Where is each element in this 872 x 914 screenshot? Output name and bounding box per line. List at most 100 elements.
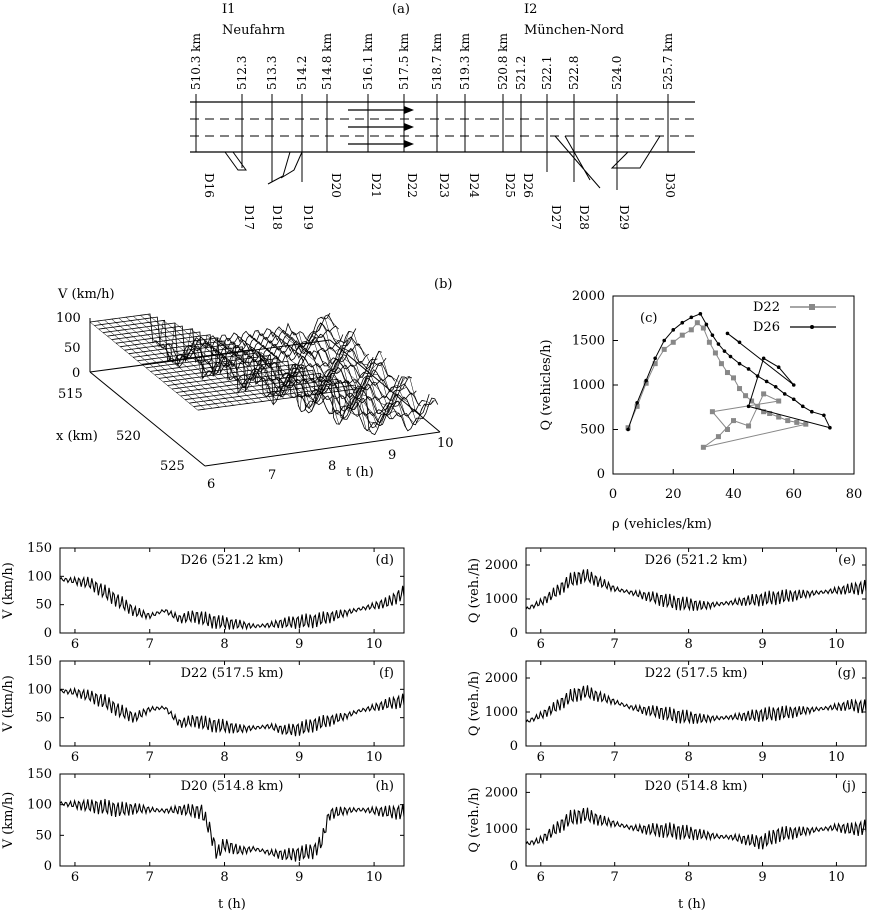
surface-line: [241, 338, 350, 415]
x-tick: 10: [828, 750, 845, 765]
point-d22: [731, 418, 736, 424]
z-tick-100: 100: [56, 311, 81, 326]
panel-c-ylabel: Q (vehicles/h): [539, 339, 554, 430]
x-tick-6: 6: [207, 477, 215, 492]
y-tick: 0: [510, 739, 518, 754]
y-axis-label: V (km/h): [1, 675, 16, 733]
panel-b-xlabel: t (h): [346, 465, 374, 480]
y-tick: 2000: [485, 558, 518, 573]
km-label: 518.7 km: [430, 33, 444, 90]
panel-c-label: (c): [640, 311, 657, 326]
surface-line: [212, 335, 321, 406]
point-d22: [700, 444, 706, 450]
y-tick: 1000: [485, 822, 518, 837]
c-x-tick: 80: [846, 487, 863, 502]
point-d22: [634, 403, 640, 409]
km-label: 519.3 km: [458, 33, 472, 90]
x-tick: 10: [366, 750, 383, 765]
detector-label: D18: [270, 205, 284, 230]
x-tick: 7: [146, 870, 154, 885]
x-tick: 9: [758, 870, 766, 885]
point-d22: [749, 398, 755, 404]
detector-label: D22: [405, 173, 419, 198]
y-tick: 0: [510, 626, 518, 641]
surface-line: [327, 317, 436, 405]
km-label: 510.3 km: [189, 33, 203, 90]
c-x-tick: 60: [785, 487, 802, 502]
panel-title: D22 (517.5 km): [645, 666, 748, 681]
point-d22: [718, 361, 724, 367]
y-tick: 100: [27, 798, 52, 813]
panel-b-3d-surface: (b) V (km/h) x (km) t (h) 100 50 0 515 5…: [56, 277, 454, 492]
point-d26: [722, 349, 727, 353]
series-line: [525, 685, 867, 725]
intersection-i2-label: München-Nord: [524, 23, 624, 38]
surface-line: [147, 314, 256, 403]
series-line: [525, 569, 867, 612]
x-tick: 10: [366, 637, 383, 652]
point-d22: [715, 434, 721, 440]
series-line: [525, 807, 867, 850]
point-d26: [671, 328, 676, 332]
km-label: 524.0: [610, 56, 624, 90]
surface-line: [140, 315, 249, 404]
point-d26: [791, 397, 796, 402]
y-tick: 50: [35, 598, 52, 613]
x-tick: 8: [684, 750, 692, 765]
point-d26: [737, 340, 742, 345]
point-d22: [785, 418, 791, 424]
point-d26: [725, 331, 730, 336]
x-tick-9: 9: [388, 448, 396, 463]
point-d26: [689, 315, 694, 320]
detector-label: D29: [617, 205, 631, 230]
surface-line: [154, 358, 396, 402]
x-tick: 6: [537, 637, 545, 652]
point-d22: [746, 423, 752, 429]
point-d26: [782, 392, 787, 396]
y-tick: 100: [27, 569, 52, 584]
z-tick-50: 50: [64, 341, 81, 356]
c-x-tick: 40: [725, 487, 742, 502]
y-tick: 150: [27, 654, 52, 669]
panel-a-label: (a): [392, 2, 410, 17]
intersection-i1-label: Neufahrn: [222, 23, 286, 38]
point-d26: [810, 409, 814, 414]
surface-line: [104, 319, 213, 409]
km-label: 520.8 km: [496, 33, 510, 90]
x-tick: 10: [828, 637, 845, 652]
panel-b-zlabel: V (km/h): [57, 287, 115, 302]
panel-title: D26 (521.2 km): [645, 553, 748, 568]
y-tick: 150: [27, 541, 52, 556]
surface-line: [97, 320, 206, 410]
panel-c-xlabel: ρ (vehicles/km): [612, 517, 712, 532]
km-label: 522.1: [540, 56, 554, 90]
c-y-tick: 0: [597, 467, 605, 482]
point-d22: [679, 332, 685, 338]
legend-d26-label: D26: [753, 320, 780, 335]
point-d26: [764, 379, 769, 384]
y-tick: 0: [44, 626, 52, 641]
point-d22: [652, 361, 658, 367]
flow-arrow-icon: [404, 140, 414, 148]
z-tick-0: 0: [72, 366, 80, 381]
detector-label: D17: [242, 205, 256, 230]
point-d22: [743, 393, 749, 399]
c-y-tick: 1500: [572, 334, 605, 349]
point-d22: [643, 380, 649, 386]
point-d22: [737, 386, 743, 392]
detector-label: D26: [521, 173, 535, 198]
detector-label: D16: [202, 173, 216, 198]
panel-label: (e): [838, 553, 856, 568]
detector-label: D19: [301, 205, 315, 230]
x-tick: 6: [71, 750, 79, 765]
intersection-i1-name: I1: [222, 2, 235, 17]
x-tick: 10: [366, 870, 383, 885]
y-tick: 150: [27, 767, 52, 782]
panel-c-scatter: (c) ρ (vehicles/km) Q (vehicles/h) 0 20 40…: [539, 289, 862, 532]
point-d22: [712, 350, 718, 356]
point-d22: [706, 339, 712, 345]
panel-label: (g): [838, 666, 856, 681]
